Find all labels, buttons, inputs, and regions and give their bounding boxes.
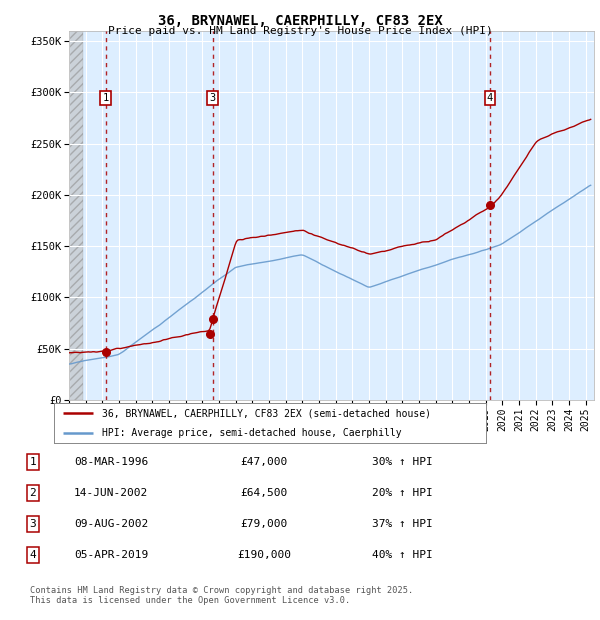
Text: 14-JUN-2002: 14-JUN-2002 bbox=[74, 488, 148, 498]
Text: 4: 4 bbox=[487, 92, 493, 102]
Text: 20% ↑ HPI: 20% ↑ HPI bbox=[371, 488, 433, 498]
Text: 08-MAR-1996: 08-MAR-1996 bbox=[74, 457, 148, 467]
Text: 2: 2 bbox=[29, 488, 37, 498]
Text: 05-APR-2019: 05-APR-2019 bbox=[74, 550, 148, 560]
Text: Price paid vs. HM Land Registry's House Price Index (HPI): Price paid vs. HM Land Registry's House … bbox=[107, 26, 493, 36]
Text: £47,000: £47,000 bbox=[241, 457, 287, 467]
Text: 36, BRYNAWEL, CAERPHILLY, CF83 2EX (semi-detached house): 36, BRYNAWEL, CAERPHILLY, CF83 2EX (semi… bbox=[101, 408, 431, 418]
Text: 40% ↑ HPI: 40% ↑ HPI bbox=[371, 550, 433, 560]
Text: 37% ↑ HPI: 37% ↑ HPI bbox=[371, 519, 433, 529]
Text: 1: 1 bbox=[103, 92, 109, 102]
Text: 30% ↑ HPI: 30% ↑ HPI bbox=[371, 457, 433, 467]
Text: Contains HM Land Registry data © Crown copyright and database right 2025.
This d: Contains HM Land Registry data © Crown c… bbox=[30, 586, 413, 605]
Text: 3: 3 bbox=[209, 92, 215, 102]
Bar bbox=[69, 31, 83, 400]
Text: £64,500: £64,500 bbox=[241, 488, 287, 498]
Text: 1: 1 bbox=[29, 457, 37, 467]
Text: £190,000: £190,000 bbox=[237, 550, 291, 560]
Text: 09-AUG-2002: 09-AUG-2002 bbox=[74, 519, 148, 529]
Text: £79,000: £79,000 bbox=[241, 519, 287, 529]
Text: 4: 4 bbox=[29, 550, 37, 560]
Text: 36, BRYNAWEL, CAERPHILLY, CF83 2EX: 36, BRYNAWEL, CAERPHILLY, CF83 2EX bbox=[158, 14, 442, 28]
Text: HPI: Average price, semi-detached house, Caerphilly: HPI: Average price, semi-detached house,… bbox=[101, 428, 401, 438]
Text: 3: 3 bbox=[29, 519, 37, 529]
